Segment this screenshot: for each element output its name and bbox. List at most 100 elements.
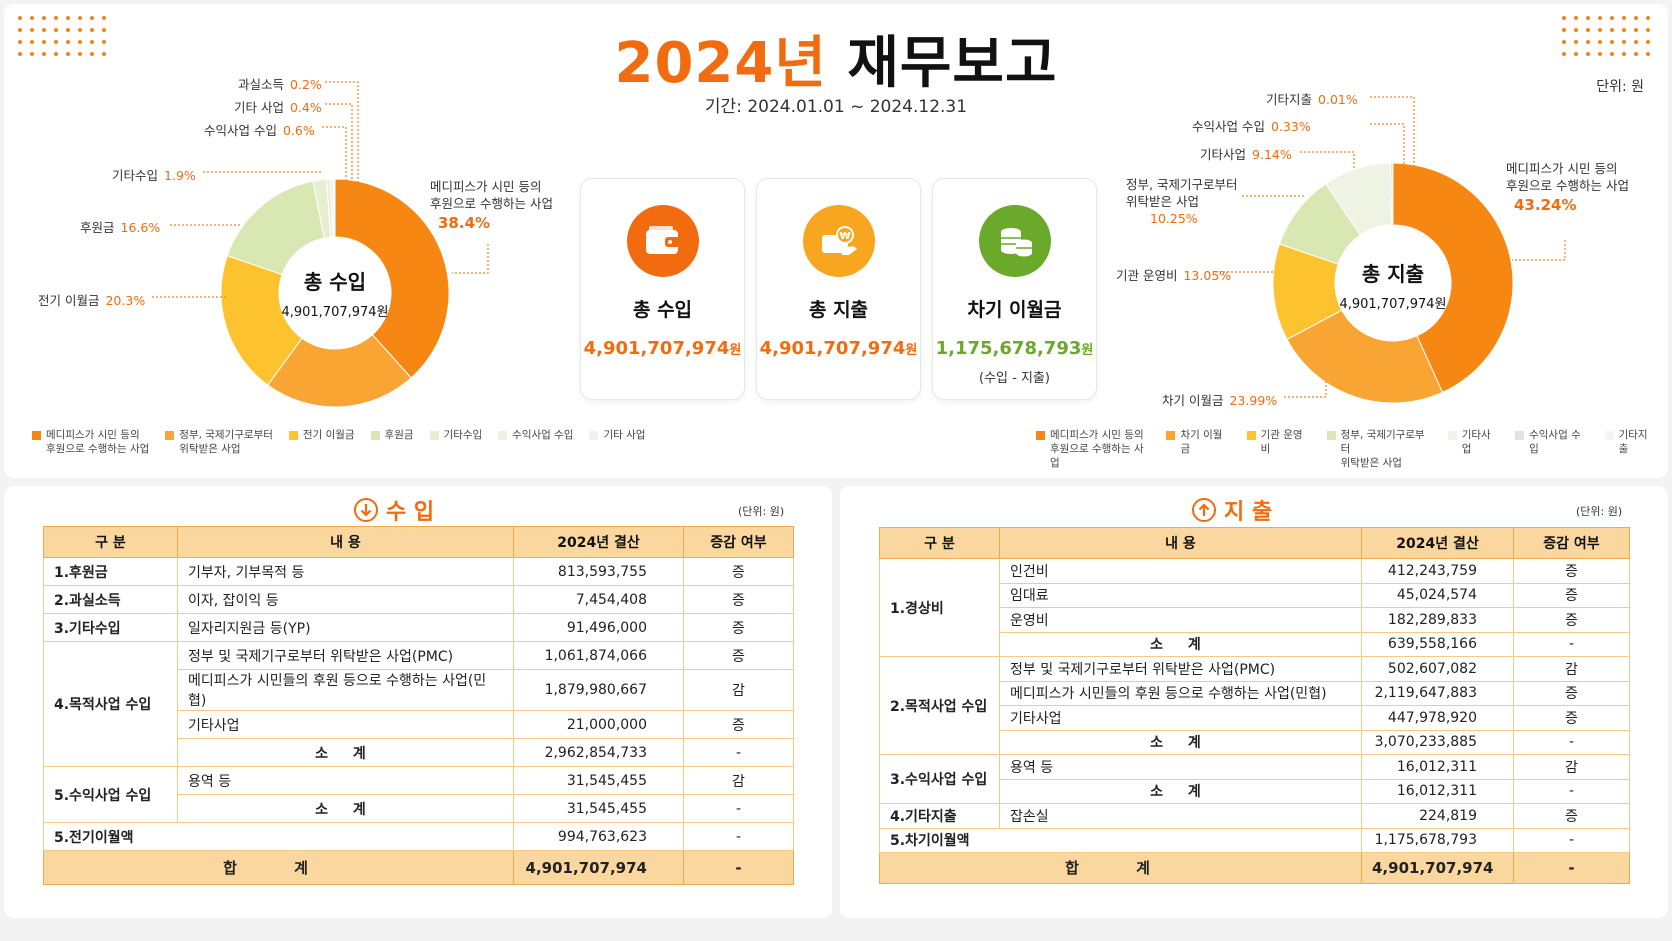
change-cell: 감	[683, 766, 794, 795]
income-legend-item: 메디피스가 시민 등의 후원으로 수행하는 사업	[32, 428, 149, 456]
expense-legend-item: 정부, 국제기구로부터 위탁받은 사업	[1326, 428, 1432, 470]
income-label-other-biz: 기타 사업 0.4%	[234, 100, 322, 115]
subtotal-label: 소 계	[999, 778, 1362, 804]
decor-dot	[1562, 28, 1566, 32]
change-cell: -	[1513, 729, 1630, 755]
decor-dot	[1622, 40, 1626, 44]
category-cell: 1.후원금	[43, 557, 178, 586]
income-table-row: 소 계 2,962,854,733-	[44, 738, 794, 767]
category-cell: 3.수익사업 수입	[879, 754, 1000, 804]
amount-cell: 224,819	[1361, 803, 1514, 829]
expense-donut-center: 총 지출 4,901,707,974원	[1328, 258, 1458, 312]
legend-swatch	[1166, 431, 1176, 440]
expense-slice-0	[1392, 162, 1514, 393]
category-cell: 5.전기이월액	[43, 822, 514, 851]
decor-dot	[30, 16, 34, 20]
change-cell: 증	[1513, 582, 1630, 608]
legend-label: 정부, 국제기구로부터 위탁받은 사업	[179, 429, 273, 455]
decor-dot	[1622, 16, 1626, 20]
category-cell: 5.차기이월액	[879, 827, 1362, 853]
amount-cell: 502,607,082	[1361, 656, 1514, 682]
amount-cell: 3,070,233,885	[1361, 729, 1514, 755]
svg-text:₩: ₩	[839, 231, 850, 242]
decor-dot	[78, 16, 82, 20]
income-label-other-income: 기타수입 1.9%	[112, 168, 196, 183]
expense-table-row: 5.차기이월액 1,175,678,793-	[879, 827, 1630, 853]
decor-dot	[54, 40, 58, 44]
income-donut-chart	[220, 178, 450, 408]
expense-label-other-exp: 기타지출 0.01%	[1266, 92, 1358, 107]
legend-label: 기타지출	[1618, 429, 1648, 455]
amount-cell: 1,061,874,066	[513, 641, 684, 670]
decor-dot	[1646, 40, 1650, 44]
decor-dot	[1598, 28, 1602, 32]
decor-dot	[1622, 28, 1626, 32]
content-cell: 정부 및 국제기구로부터 위탁받은 사업(PMC)	[999, 656, 1362, 682]
income-donut-center: 총 수입 4,901,707,974원	[270, 266, 400, 320]
expense-legend-item: 기타지출	[1604, 428, 1656, 456]
decor-dot	[102, 40, 106, 44]
coins-icon	[978, 205, 1051, 277]
card-amount: 1,175,678,793원	[935, 338, 1094, 359]
category-cell: 5.수익사업 수입	[43, 766, 178, 823]
card-label: 차기 이월금	[967, 299, 1062, 321]
amount-cell: 31,545,455	[513, 766, 684, 795]
income-unit: (단위: 원)	[738, 505, 785, 518]
card-total-income: 총 수입 4,901,707,974원	[580, 178, 745, 400]
amount-cell: 91,496,000	[513, 613, 684, 642]
income-label-profit-biz: 수익사업 수입 0.6%	[204, 123, 315, 138]
income-table-row: 메디피스가 시민들의 후원 등으로 수행하는 사업(민협) 1,879,980,6…	[44, 669, 794, 711]
legend-label: 정부, 국제기구로부터 위탁받은 사업	[1340, 429, 1425, 469]
decor-dot	[66, 52, 70, 56]
legend-label: 후원금	[384, 429, 414, 441]
expense-legend: 메디피스가 시민 등의 후원으로 수행하는 사업 차기 이월금 기관 운영비 정부, …	[1036, 428, 1672, 470]
expense-legend-item: 기관 운영비	[1246, 428, 1311, 456]
content-cell: 일자리지원금 등(YP)	[177, 613, 514, 642]
legend-swatch	[370, 431, 380, 440]
legend-swatch	[1036, 431, 1045, 440]
legend-label: 기타사업	[1461, 429, 1491, 455]
change-cell: -	[683, 822, 794, 851]
change-cell: -	[1513, 778, 1630, 804]
decor-dot	[1574, 52, 1578, 56]
card-amount: 4,901,707,974원	[583, 338, 742, 359]
decor-dot	[1646, 16, 1650, 20]
income-table-row: 1.후원금 기부자, 기부목적 등 813,593,755 증	[43, 557, 794, 586]
legend-label: 수익사업 수입	[1529, 429, 1581, 455]
unit-label: 단위: 원	[1596, 79, 1644, 95]
amount-cell: 994,763,623	[513, 822, 684, 851]
period-text: 기간: 2024.01.01 ~ 2024.12.31	[704, 97, 968, 117]
income-legend-item: 기타 사업	[589, 428, 645, 442]
income-header-cell: 2024년 결산	[513, 526, 684, 558]
legend-swatch	[1326, 431, 1336, 440]
expense-table-row: 4.기타지출 잡손실 224,819 증	[879, 803, 1630, 829]
subtotal-label: 소 계	[177, 794, 514, 823]
amount-cell: 16,012,311	[1361, 778, 1514, 804]
income-legend-item: 후원금	[370, 428, 414, 442]
decor-dot	[1610, 52, 1614, 56]
amount-cell: 21,000,000	[513, 710, 684, 739]
legend-swatch	[165, 431, 175, 440]
category-cell: 2.목적사업 수입	[879, 656, 1000, 755]
decor-dot	[1574, 16, 1578, 20]
decor-dot	[1562, 16, 1566, 20]
expense-label-profit-biz: 수익사업 수입 0.33%	[1192, 119, 1311, 134]
legend-swatch	[1447, 431, 1457, 440]
change-cell: 증	[683, 557, 794, 586]
expense-label-citizen-biz: 메디피스가 시민 등의 후원으로 수행하는 사업 43.24%	[1506, 161, 1629, 214]
income-table-row: 4.목적사업 수입 정부 및 국제기구로부터 위탁받은 사업(PMC) 1,061,…	[43, 641, 794, 767]
expense-header-cell: 내 용	[999, 527, 1362, 559]
amount-cell: 1,879,980,667	[513, 669, 684, 711]
income-header-cell: 내 용	[177, 526, 514, 558]
legend-label: 기타 사업	[603, 429, 646, 441]
income-slice-2	[220, 254, 303, 386]
decor-dot	[18, 28, 22, 32]
content-cell: 메디피스가 시민들의 후원 등으로 수행하는 사업(민협)	[999, 680, 1362, 706]
decor-dot	[42, 40, 46, 44]
income-legend-item: 전기 이월금	[288, 428, 355, 442]
card-note: (수입 - 지출)	[979, 371, 1050, 386]
decor-dot	[102, 28, 106, 32]
amount-cell: 16,012,311	[1361, 754, 1514, 780]
change-cell: 증	[683, 710, 794, 739]
